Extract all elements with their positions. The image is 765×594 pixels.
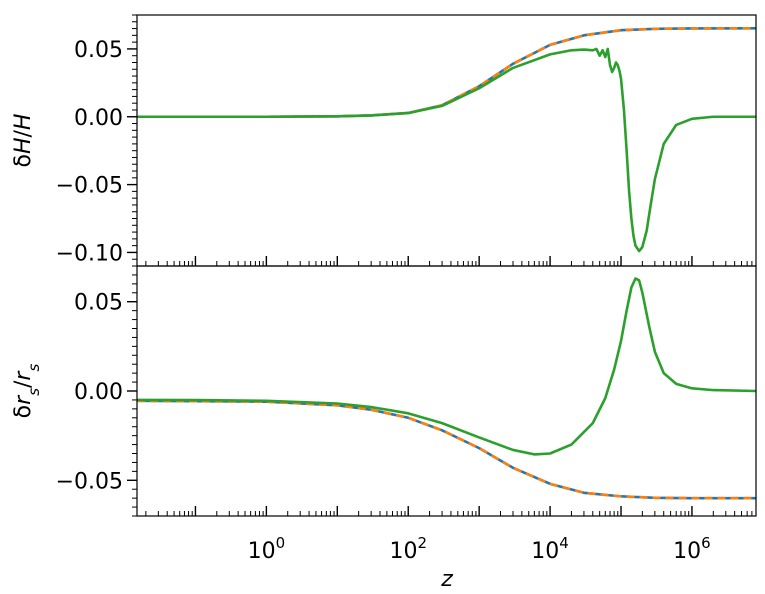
axes-frame-1	[136, 265, 757, 517]
series-line-1-1	[137, 399, 756, 500]
x-tick-label: 106	[673, 534, 711, 564]
y-tick-label: 0.00	[74, 380, 123, 405]
x-axis-label: z	[440, 567, 453, 592]
y-tick-label: 0.05	[74, 291, 123, 316]
series-line-1-0	[137, 399, 756, 500]
series-line-1-2	[137, 277, 756, 456]
series-line-0-1	[137, 27, 756, 119]
y-axis-label: δrs/rs	[11, 364, 43, 419]
y-tick-label: −0.05	[56, 174, 123, 199]
x-tick-label: 102	[389, 534, 427, 564]
series-line-0-2	[137, 47, 756, 253]
bottom-panel: 0.05 0.00 −0.05 δrs/rs	[11, 265, 757, 517]
top-panel: 0.05 0.00 −0.05 −0.10 δH/H	[11, 14, 757, 267]
y-tick-label: −0.10	[56, 241, 123, 266]
x-tick-label: 100	[248, 534, 286, 564]
axes-frame-0	[136, 14, 757, 267]
y-tick-label: 0.05	[74, 38, 123, 63]
y-tick-label: −0.05	[56, 469, 123, 494]
y-tick-label: 0.00	[74, 106, 123, 131]
x-tick-label: 104	[531, 534, 569, 564]
x-axis-tick-labels: 100 102 104 106	[248, 534, 711, 564]
y-axis-label: δH/H	[11, 114, 36, 168]
